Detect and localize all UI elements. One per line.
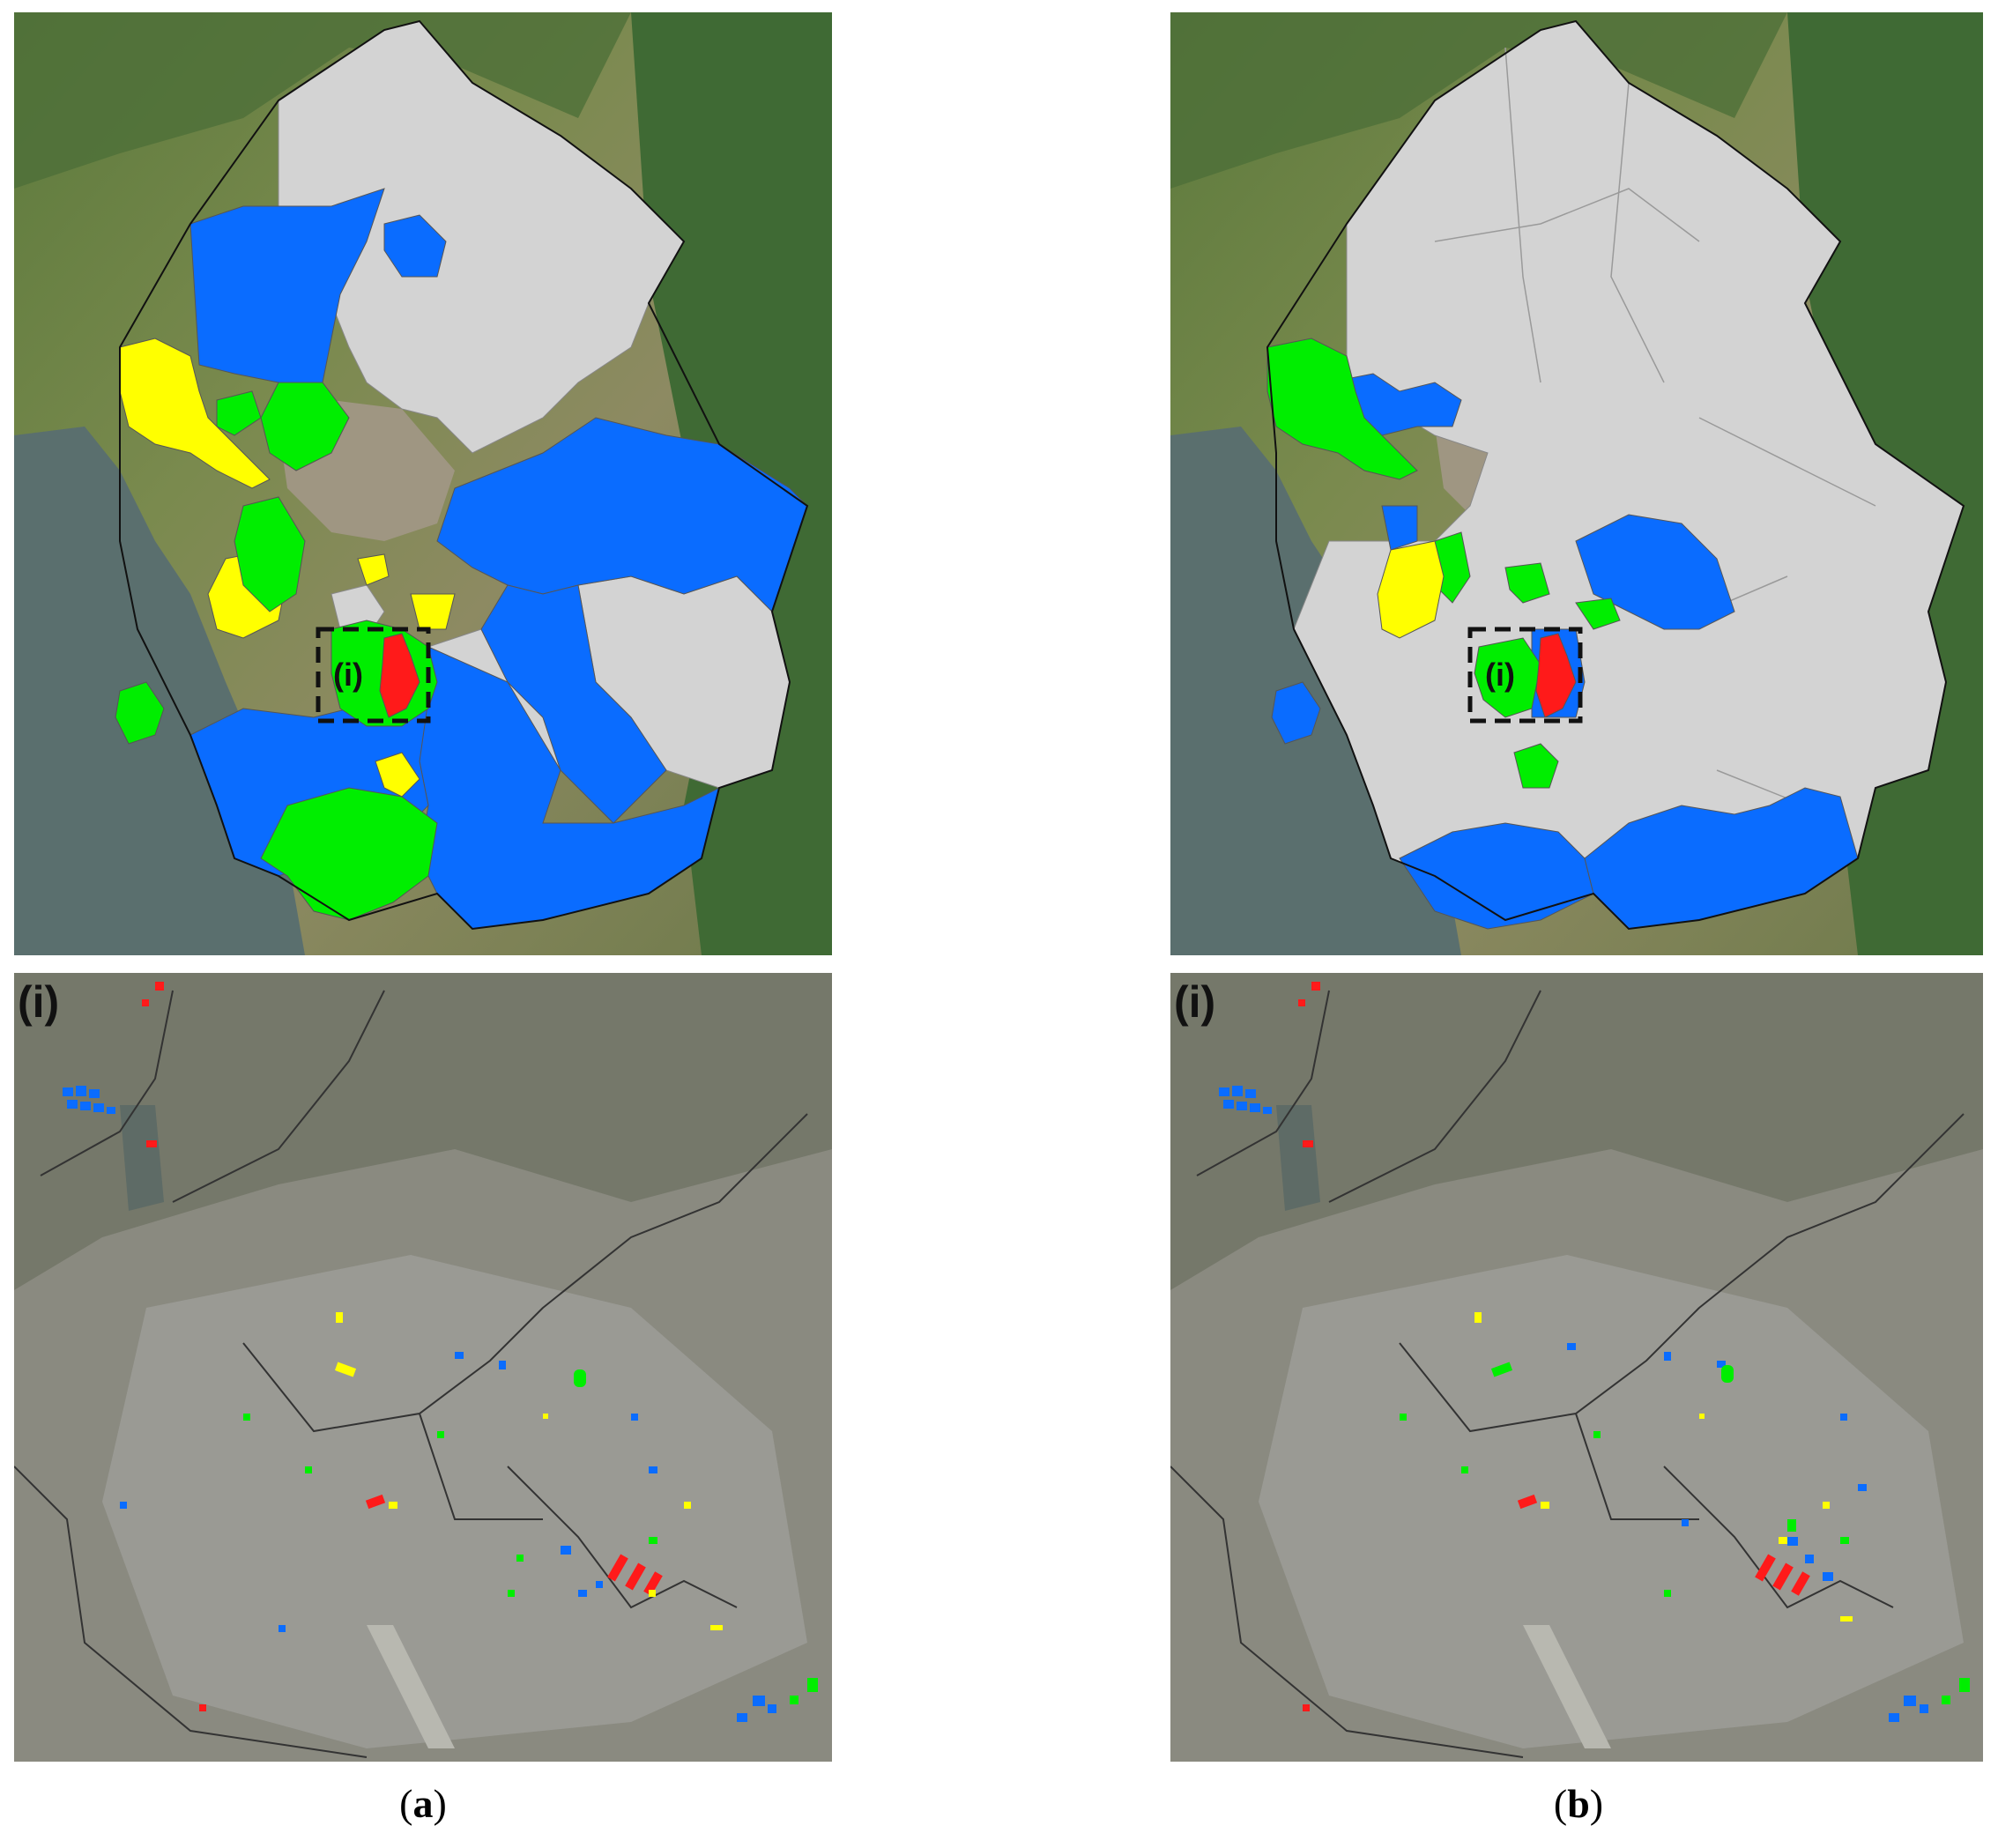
- building-cluster-yellow: [334, 1312, 723, 1630]
- province-boundary: [119, 19, 809, 931]
- mountain-shade: [14, 973, 832, 1290]
- forest-north: [1170, 12, 1787, 189]
- inset-label: (i): [1174, 977, 1216, 1027]
- district-green-north: [260, 382, 350, 471]
- inset-label: (i): [18, 977, 60, 1027]
- district-green-inset: [1474, 637, 1541, 718]
- overview-map-a: (i): [14, 12, 832, 955]
- district-green-center-a: [1504, 562, 1550, 604]
- building-cluster-yellow: [1474, 1312, 1853, 1622]
- district-boundary: [14, 990, 808, 1758]
- urban-area: [1259, 1255, 1964, 1748]
- district-blue-east: [436, 417, 808, 612]
- inset-box-label: (i): [1485, 657, 1515, 693]
- water-body: [1276, 1105, 1320, 1211]
- inset-box-i: [316, 627, 431, 724]
- district-blue-island: [1271, 681, 1321, 745]
- airport-runway: [1523, 1625, 1611, 1748]
- district-green-island: [115, 681, 165, 745]
- inset-map-a: (i): [14, 973, 832, 1762]
- caption-close-paren: ): [433, 1781, 447, 1826]
- district-blue-northwest: [189, 188, 385, 383]
- district-yellow-south: [375, 752, 420, 798]
- inset-box-i: [1467, 627, 1583, 724]
- building-cluster-red: [142, 982, 663, 1711]
- inset-map-b-svg: [1170, 973, 1983, 1762]
- building-cluster-blue: [63, 1086, 776, 1722]
- district-blue-north-small: [383, 214, 447, 278]
- district-green-west: [234, 496, 306, 612]
- caption-letter: a: [412, 1781, 434, 1826]
- overview-map-a-svg: (i): [14, 12, 832, 955]
- building-cluster-red: [1298, 982, 1810, 1711]
- forest-north: [14, 12, 631, 189]
- district-red: [1535, 633, 1577, 718]
- inset-box-label: (i): [333, 657, 363, 693]
- overview-map-b: (i): [1170, 12, 1983, 955]
- district-boundary: [1170, 990, 1965, 1758]
- inset-map-a-svg: [14, 973, 832, 1762]
- district-green-northwest: [1266, 338, 1418, 480]
- district-red: [379, 633, 420, 718]
- district-boundaries: [1434, 47, 1876, 806]
- building-cluster-green: [1400, 1362, 1970, 1704]
- overview-map-b-svg: (i): [1170, 12, 1983, 955]
- district-blue-west-small: [1381, 505, 1418, 551]
- district-yellow-west: [1377, 540, 1445, 639]
- district-blue-center-right: [480, 584, 667, 824]
- district-green-center-b: [1575, 597, 1621, 630]
- caption-open-paren: (: [1553, 1781, 1568, 1826]
- panel-b-caption: (b): [1526, 1780, 1631, 1827]
- caption-letter: b: [1567, 1781, 1590, 1826]
- province-boundary: [1266, 19, 1965, 931]
- district-green-small-nw: [216, 390, 262, 436]
- mountain-shade: [1170, 973, 1983, 1290]
- caption-close-paren: ): [1589, 1781, 1604, 1826]
- panel-a-caption: (a): [370, 1780, 476, 1827]
- airport-runway: [367, 1625, 455, 1748]
- building-cluster-green: [243, 1369, 818, 1704]
- district-yellow-northwest: [119, 338, 271, 489]
- district-yellow-center: [410, 593, 456, 630]
- district-yellow-small: [357, 553, 390, 586]
- district-green-south: [1513, 743, 1559, 789]
- inset-map-b: (i): [1170, 973, 1983, 1762]
- water-body: [120, 1105, 164, 1211]
- caption-open-paren: (: [399, 1781, 413, 1826]
- building-cluster-blue: [1219, 1086, 1928, 1722]
- district-green-south: [260, 787, 438, 921]
